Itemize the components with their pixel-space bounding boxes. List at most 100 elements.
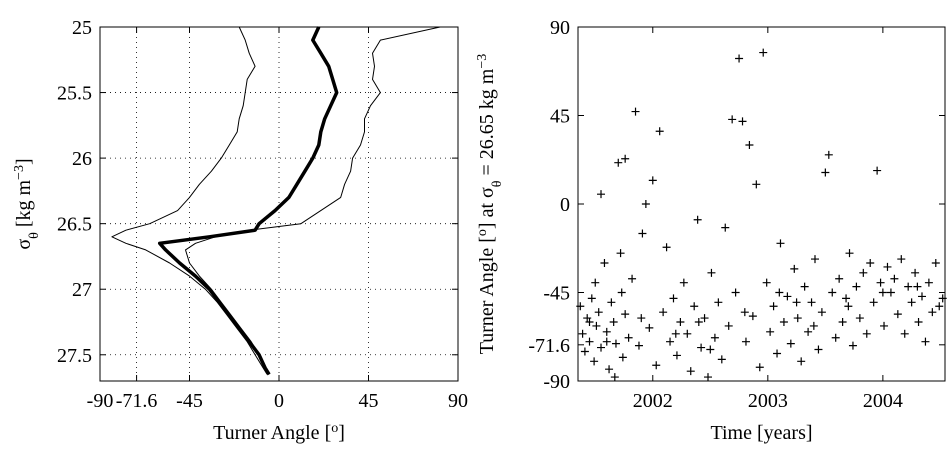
y-tick-label: -90 xyxy=(543,371,570,393)
plus-marker xyxy=(621,154,630,163)
plus-marker xyxy=(591,278,600,287)
plus-marker xyxy=(852,282,861,291)
x-tick-label: 45 xyxy=(359,390,379,412)
plus-marker xyxy=(645,323,654,332)
label-part: o xyxy=(331,421,338,436)
plus-marker xyxy=(694,318,703,326)
plus-marker xyxy=(873,166,882,175)
plus-marker xyxy=(700,314,709,323)
label-part: Time [years] xyxy=(710,422,812,444)
plus-marker xyxy=(676,318,685,326)
plus-marker xyxy=(659,308,668,317)
x-tick-label: -45 xyxy=(176,390,203,412)
plus-marker xyxy=(669,294,678,303)
plus-marker xyxy=(809,321,818,330)
plus-marker xyxy=(876,278,885,287)
plus-marker xyxy=(907,298,916,307)
x-tick-label: 90 xyxy=(448,390,468,412)
label-part: −3 xyxy=(475,54,490,69)
plus-marker xyxy=(578,329,587,338)
plus-marker xyxy=(824,150,833,159)
plus-marker xyxy=(628,274,637,283)
plus-marker xyxy=(911,268,920,277)
plus-marker xyxy=(728,115,737,124)
label-part: [kg m xyxy=(13,179,35,232)
x-tick-label: 0 xyxy=(274,390,284,412)
plus-marker xyxy=(611,339,620,348)
plus-marker xyxy=(831,333,840,342)
plus-marker xyxy=(655,127,664,136)
plus-marker xyxy=(869,298,878,307)
plus-marker xyxy=(804,327,813,336)
plus-marker xyxy=(594,308,603,317)
plus-marker xyxy=(745,141,754,149)
y-tick-label: 26 xyxy=(72,148,92,170)
plus-marker xyxy=(602,327,611,336)
plus-marker xyxy=(779,318,788,326)
plus-marker xyxy=(924,278,933,287)
plus-marker xyxy=(672,351,681,360)
plus-marker xyxy=(693,215,702,224)
plus-marker xyxy=(600,259,609,267)
x-tick-label: -90 xyxy=(87,390,114,412)
plus-marker xyxy=(835,274,844,283)
plus-marker xyxy=(848,341,857,350)
plus-marker xyxy=(776,239,785,248)
axes-frame xyxy=(99,26,459,382)
label-part: o xyxy=(475,229,490,236)
plus-marker xyxy=(800,282,809,291)
plus-marker xyxy=(666,337,675,346)
plus-marker xyxy=(878,288,887,297)
plus-marker xyxy=(793,314,802,323)
plus-marker xyxy=(662,243,671,252)
y-tick-label: 90 xyxy=(550,17,570,39)
plus-marker xyxy=(679,278,688,287)
plus-marker xyxy=(648,176,657,185)
plus-marker xyxy=(609,318,618,326)
plus-marker xyxy=(904,282,913,291)
plus-marker xyxy=(766,327,775,336)
plus-marker xyxy=(706,345,715,354)
plus-marker xyxy=(634,341,643,350)
label-part: ] xyxy=(338,422,345,444)
plus-marker xyxy=(686,367,695,376)
label-part: θ xyxy=(490,180,505,187)
plus-marker xyxy=(797,357,806,366)
plus-marker xyxy=(610,373,619,382)
y-tick-label: -45 xyxy=(543,283,570,305)
plus-marker xyxy=(714,298,723,307)
plus-marker xyxy=(724,321,733,330)
plus-marker xyxy=(817,308,826,317)
plus-marker xyxy=(580,347,589,356)
plus-marker xyxy=(783,292,792,301)
x-axis-label: Time [years] xyxy=(710,422,812,444)
label-part: ] xyxy=(13,158,35,165)
y-tick-label: 26.5 xyxy=(57,214,92,236)
plus-marker xyxy=(637,314,646,323)
plus-marker xyxy=(807,298,816,307)
plus-marker xyxy=(886,288,895,297)
plus-marker xyxy=(810,255,819,264)
plus-marker xyxy=(880,321,889,330)
plus-marker xyxy=(752,180,761,189)
plus-marker xyxy=(585,318,594,326)
plus-marker xyxy=(914,318,923,326)
plus-marker xyxy=(602,337,611,346)
plus-marker xyxy=(624,333,633,342)
plus-marker xyxy=(641,200,650,208)
plus-marker xyxy=(862,329,871,338)
profile-line xyxy=(157,26,339,376)
plus-marker xyxy=(931,259,940,267)
plus-marker xyxy=(731,288,740,297)
profile-line xyxy=(111,26,268,375)
plus-marker xyxy=(597,190,606,199)
plus-marker xyxy=(792,298,801,307)
plus-marker xyxy=(859,268,868,277)
plus-marker xyxy=(585,337,594,346)
plus-marker xyxy=(618,353,627,362)
label-part: Turner Angle [ xyxy=(213,422,331,444)
label-part: σ xyxy=(13,239,35,250)
plus-marker xyxy=(631,107,640,116)
